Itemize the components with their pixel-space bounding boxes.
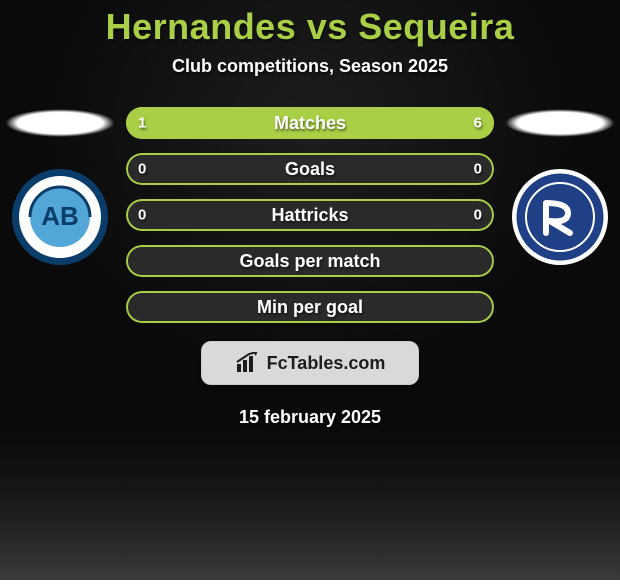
bar-left-value: 1 <box>138 115 146 132</box>
right-ellipse <box>505 109 615 137</box>
bar-label: Goals <box>285 159 335 180</box>
stat-bar: Goals per match <box>126 245 494 277</box>
page-title: Hernandes vs Sequeira <box>106 6 515 48</box>
stat-bars: Matches 1 6 Goals 0 0 Hattricks 0 0 Goals per mat… <box>120 107 500 323</box>
bar-right-value: 6 <box>474 115 482 132</box>
bar-left-fill <box>126 107 192 139</box>
bar-label: Min per goal <box>257 297 363 318</box>
svg-text:AB: AB <box>41 201 79 231</box>
date-text: 15 february 2025 <box>239 407 381 428</box>
logo-box: FcTables.com <box>201 341 419 385</box>
comparison-row: AB Matches 1 6 Goals 0 0 Hattricks 0 0 Goals per … <box>0 107 620 323</box>
stat-bar: Hattricks 0 0 <box>126 199 494 231</box>
bar-label: Goals per match <box>239 251 380 272</box>
logo-text: FcTables.com <box>267 353 386 374</box>
stat-bar: Matches 1 6 <box>126 107 494 139</box>
right-side <box>500 107 620 267</box>
bar-label: Hattricks <box>271 205 348 226</box>
stat-bar: Min per goal <box>126 291 494 323</box>
bar-right-value: 0 <box>474 161 482 178</box>
bar-left-value: 0 <box>138 207 146 224</box>
logo-chart-icon <box>235 352 261 374</box>
bar-left-value: 0 <box>138 161 146 178</box>
left-side: AB <box>0 107 120 267</box>
bar-right-value: 0 <box>474 207 482 224</box>
content-root: Hernandes vs Sequeira Club competitions,… <box>0 0 620 580</box>
subtitle: Club competitions, Season 2025 <box>172 56 448 77</box>
left-club-badge: AB <box>10 167 110 267</box>
left-ellipse <box>5 109 115 137</box>
bar-label: Matches <box>274 113 346 134</box>
stat-bar: Goals 0 0 <box>126 153 494 185</box>
right-club-badge <box>510 167 610 267</box>
